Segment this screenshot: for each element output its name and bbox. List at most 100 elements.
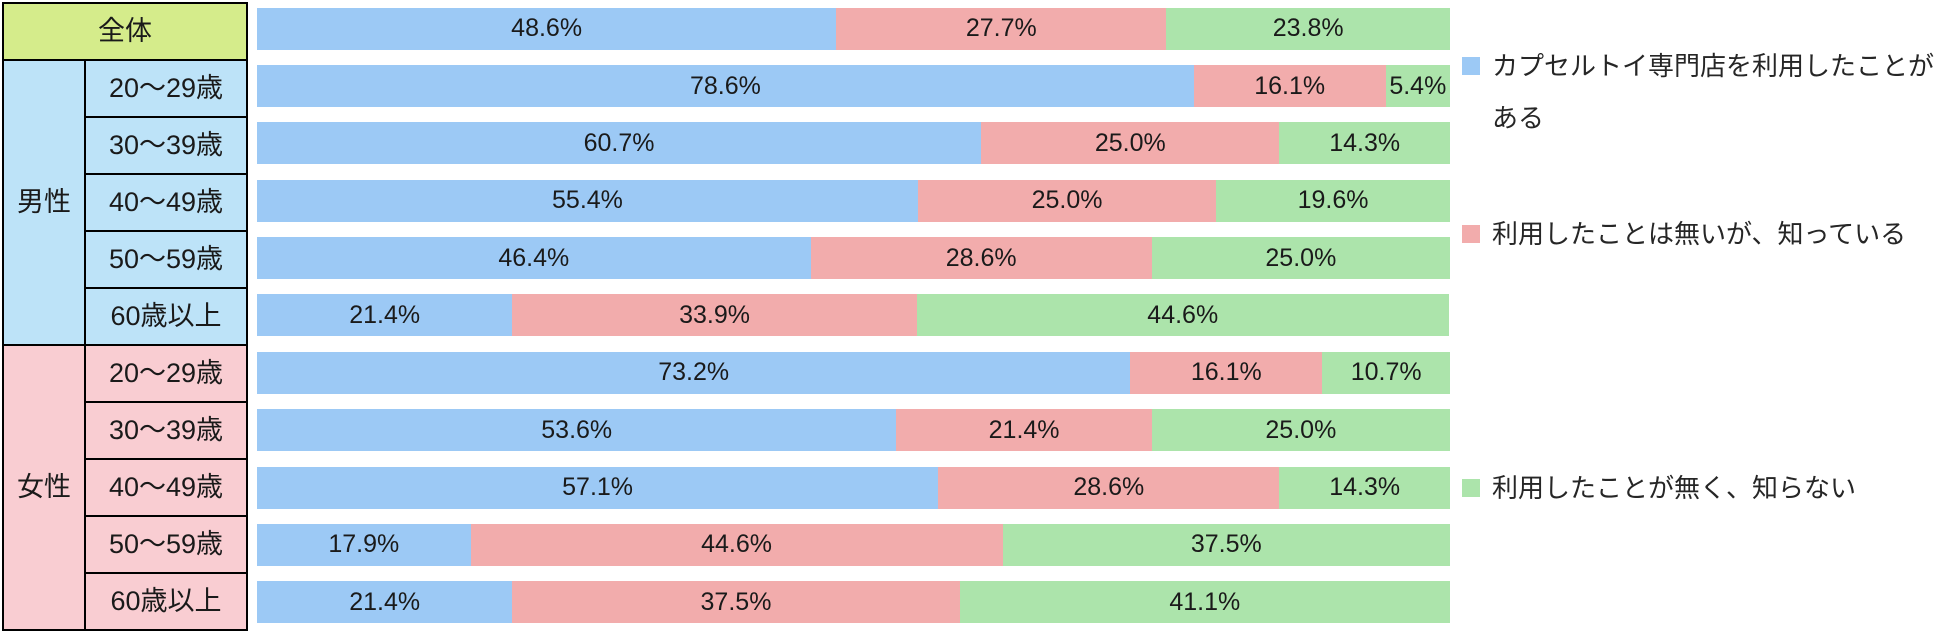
bar-segment-unknown: 41.1% — [959, 581, 1450, 624]
bar-value-label: 44.6% — [1147, 300, 1219, 329]
age-cell: 20〜29歳 — [85, 60, 247, 117]
bar-value-label: 55.4% — [552, 186, 623, 215]
bar-value-label: 21.4% — [988, 415, 1060, 444]
legend-label: 利用したことが無く、知らない — [1492, 473, 1857, 503]
bar-segment-known: 25.0% — [917, 179, 1217, 222]
bar-value-label: 21.4% — [349, 587, 421, 616]
bar-segment-unknown: 14.3% — [1279, 122, 1450, 165]
bar-value-label: 60.7% — [583, 128, 655, 157]
bar-value-label: 46.4% — [498, 243, 570, 272]
bar-track: 48.6% 27.7% 23.8% — [257, 7, 1450, 50]
bar-segment-known: 33.9% — [512, 294, 917, 337]
legend-item: 利用したことが無く、知らない — [1462, 462, 1944, 514]
bar-segment-known: 28.6% — [938, 466, 1280, 509]
bar-segment-unknown: 10.7% — [1322, 351, 1450, 394]
bar-row: 53.6% 21.4% 25.0% — [257, 402, 1450, 459]
bar-track: 21.4% 33.9% 44.6% — [257, 294, 1450, 337]
age-cell: 30〜39歳 — [85, 117, 247, 174]
legend-label: カプセルトイ専門店を利用したことがある — [1492, 51, 1935, 133]
bar-row: 55.4% 25.0% 19.6% — [257, 172, 1450, 229]
bar-track: 53.6% 21.4% 25.0% — [257, 409, 1450, 452]
bar-row: 48.6% 27.7% 23.8% — [257, 0, 1450, 57]
legend-item: カプセルトイ専門店を利用したことがある — [1462, 40, 1944, 144]
bar-value-label: 14.3% — [1329, 128, 1401, 157]
age-cell: 40〜49歳 — [85, 459, 247, 516]
bar-segment-unknown: 25.0% — [1151, 409, 1450, 452]
bar-segment-known: 25.0% — [981, 122, 1280, 165]
bar-segment-used: 55.4% — [257, 179, 918, 222]
bar-row: 57.1% 28.6% 14.3% — [257, 459, 1450, 516]
bar-value-label: 5.4% — [1389, 71, 1447, 100]
bar-row: 17.9% 44.6% 37.5% — [257, 516, 1450, 573]
legend-label: 利用したことは無いが、知っている — [1492, 219, 1907, 249]
bar-segment-used: 60.7% — [257, 122, 982, 165]
bar-value-label: 44.6% — [701, 530, 773, 559]
group-cell-female: 女性 — [3, 345, 85, 630]
bar-segment-used: 21.4% — [257, 294, 513, 337]
bar-segment-used: 73.2% — [257, 351, 1131, 394]
overall-header-cell: 全体 — [3, 3, 247, 60]
legend-swatch-icon — [1462, 57, 1480, 75]
age-cell: 20〜29歳 — [85, 345, 247, 402]
category-table: 全体 男性 女性 20〜29歳 30〜39歳 40〜49歳 50〜59歳 60歳以上 20… — [2, 2, 248, 631]
bar-segment-known: 16.1% — [1130, 351, 1323, 394]
bar-row: 21.4% 37.5% 41.1% — [257, 574, 1450, 631]
bar-value-label: 16.1% — [1254, 71, 1326, 100]
bar-segment-unknown: 44.6% — [916, 294, 1449, 337]
age-cell: 40〜49歳 — [85, 174, 247, 231]
bar-segment-known: 21.4% — [896, 409, 1152, 452]
age-cell: 30〜39歳 — [85, 402, 247, 459]
bar-track: 21.4% 37.5% 41.1% — [257, 581, 1450, 624]
bar-value-label: 33.9% — [679, 300, 750, 329]
bar-value-label: 25.0% — [1265, 243, 1337, 272]
bar-track: 73.2% 16.1% 10.7% — [257, 351, 1450, 394]
bar-segment-unknown: 25.0% — [1151, 237, 1450, 280]
bar-row: 73.2% 16.1% 10.7% — [257, 344, 1450, 401]
bar-segment-known: 37.5% — [512, 581, 960, 624]
bar-value-label: 25.0% — [1094, 128, 1166, 157]
bar-value-label: 57.1% — [562, 473, 634, 502]
bar-value-label: 23.8% — [1272, 14, 1344, 43]
bar-value-label: 21.4% — [349, 300, 421, 329]
bar-row: 78.6% 16.1% 5.4% — [257, 57, 1450, 114]
bar-value-label: 25.0% — [1031, 186, 1103, 215]
legend-swatch-icon — [1462, 225, 1480, 243]
bar-segment-used: 53.6% — [257, 409, 897, 452]
bar-track: 46.4% 28.6% 25.0% — [257, 237, 1450, 280]
bar-segment-known: 16.1% — [1193, 65, 1386, 108]
chart-legend: カプセルトイ専門店を利用したことがある利用したことは無いが、知っている 利用したこ… — [1462, 0, 1948, 631]
bar-value-label: 78.6% — [689, 71, 761, 100]
bars-area: 48.6% 27.7% 23.8% 78.6% 16.1% 5.4% 60.7% 25.0% 1… — [257, 0, 1450, 631]
bar-value-label: 17.9% — [328, 530, 400, 559]
age-cell: 50〜59歳 — [85, 231, 247, 288]
bar-track: 17.9% 44.6% 37.5% — [257, 523, 1450, 566]
bar-value-label: 14.3% — [1329, 473, 1401, 502]
bar-segment-used: 46.4% — [257, 237, 811, 280]
bar-segment-known: 28.6% — [810, 237, 1152, 280]
legend-item: 利用したことは無いが、知っている — [1462, 208, 1944, 260]
bar-track: 57.1% 28.6% 14.3% — [257, 466, 1450, 509]
bar-value-label: 73.2% — [658, 358, 730, 387]
bar-segment-used: 21.4% — [257, 581, 513, 624]
legend-swatch-icon — [1462, 479, 1480, 497]
bar-row: 60.7% 25.0% 14.3% — [257, 115, 1450, 172]
bar-value-label: 37.5% — [1190, 530, 1262, 559]
bar-segment-used: 57.1% — [257, 466, 939, 509]
bar-track: 55.4% 25.0% 19.6% — [257, 179, 1450, 222]
bar-value-label: 27.7% — [965, 14, 1037, 43]
age-cell: 60歳以上 — [85, 288, 247, 345]
group-cell-male: 男性 — [3, 60, 85, 345]
bar-value-label: 28.6% — [945, 243, 1017, 272]
bar-segment-unknown: 19.6% — [1216, 179, 1450, 222]
bar-value-label: 53.6% — [541, 415, 613, 444]
bar-segment-used: 17.9% — [257, 523, 471, 566]
bar-segment-unknown: 5.4% — [1385, 65, 1450, 108]
bar-segment-unknown: 37.5% — [1002, 523, 1450, 566]
bar-value-label: 25.0% — [1265, 415, 1337, 444]
bar-segment-used: 48.6% — [257, 7, 837, 50]
bar-segment-known: 44.6% — [470, 523, 1003, 566]
bar-value-label: 19.6% — [1297, 186, 1369, 215]
bar-segment-known: 27.7% — [836, 7, 1167, 50]
bar-row: 21.4% 33.9% 44.6% — [257, 287, 1450, 344]
